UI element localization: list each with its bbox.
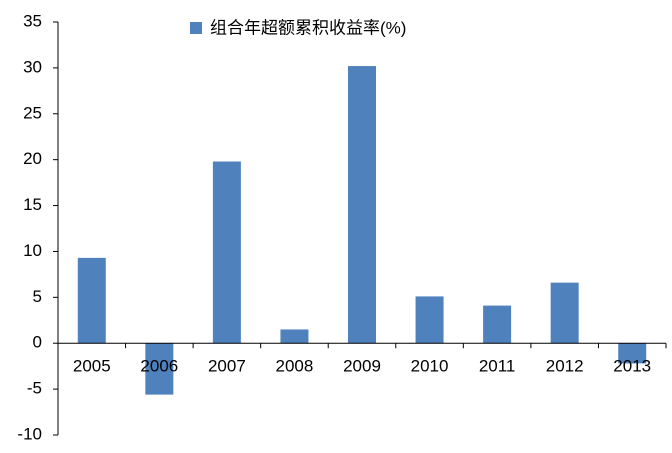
- y-tick-label: 15: [23, 195, 42, 214]
- y-tick-label: 0: [33, 333, 42, 352]
- x-tick-label: 2012: [546, 357, 584, 376]
- x-tick-label: 2013: [613, 357, 651, 376]
- bar: [77, 257, 106, 344]
- bar: [212, 161, 241, 344]
- y-tick-label: 10: [23, 241, 42, 260]
- x-tick-label: 2009: [343, 357, 381, 376]
- y-tick-label: -10: [17, 424, 42, 443]
- bar: [348, 66, 376, 344]
- x-tick-label: 2007: [208, 357, 246, 376]
- x-tick-label: 2010: [411, 357, 449, 376]
- x-tick-label: 2005: [73, 357, 111, 376]
- bar: [280, 329, 309, 344]
- bar: [415, 296, 444, 344]
- y-tick-label: 25: [23, 103, 42, 122]
- y-tick-label: 30: [23, 57, 42, 76]
- y-tick-label: 20: [23, 149, 42, 168]
- y-tick-label: -5: [27, 379, 42, 398]
- y-tick-label: 35: [23, 11, 42, 30]
- bar: [618, 343, 647, 364]
- x-tick-label: 2011: [479, 357, 516, 376]
- bar: [145, 343, 174, 395]
- x-tick-label: 2006: [140, 357, 178, 376]
- bar: [550, 282, 579, 344]
- legend-swatch: [190, 22, 202, 34]
- bar: [483, 305, 512, 344]
- y-tick-label: 5: [33, 287, 42, 306]
- x-tick-label: 2008: [276, 357, 314, 376]
- legend-label: 组合年超额累积收益率(%): [210, 18, 406, 37]
